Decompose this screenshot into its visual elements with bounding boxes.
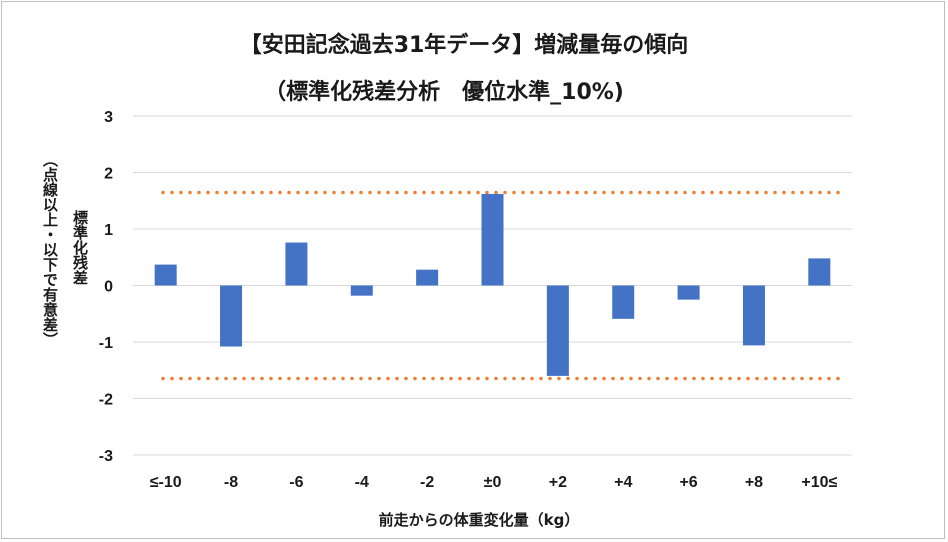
bar (677, 285, 700, 300)
bar (808, 258, 831, 286)
x-axis-title: 前走からの体重変化量（kg） (378, 511, 580, 529)
bar (154, 264, 177, 286)
y-tick-label: -3 (99, 448, 113, 465)
chart-title: 【安田記念過去31年データ】増減量毎の傾向 (239, 33, 689, 58)
x-tick-label: +6 (679, 474, 697, 491)
x-tick-label: ±0 (484, 474, 502, 491)
x-tick-label: +8 (745, 474, 763, 491)
bar (742, 285, 765, 346)
y-tick-labels: 3 2 1 0 -1 -2 -3 (99, 109, 113, 465)
significance-lines (161, 190, 849, 381)
y-axis-title-main: 標準化残差 (71, 210, 89, 285)
x-tick-label: +2 (549, 474, 567, 491)
bar (285, 242, 308, 286)
x-tick-label: -6 (289, 474, 303, 491)
x-tick-labels: ≤-10 -8 -6 -4 -2 ±0 +2 +4 +6 +8 +10≤ (150, 474, 838, 491)
bar (416, 269, 439, 286)
bar (481, 193, 504, 286)
bar (612, 285, 635, 319)
y-tick-label: -2 (99, 392, 113, 409)
x-tick-label: +10≤ (801, 474, 837, 491)
x-tick-label: ≤-10 (150, 474, 182, 491)
y-axis-title-note: （点線以上・以下で有意差） (41, 152, 59, 347)
bars (154, 193, 831, 376)
y-axis-title: 標準化残差 （点線以上・以下で有意差） (40, 140, 96, 430)
bar (546, 285, 569, 376)
x-tick-label: -8 (224, 474, 238, 491)
y-tick-label: 2 (104, 166, 113, 183)
y-tick-label: 1 (104, 222, 113, 239)
chart-subtitle: （標準化残差分析 優位水準_10%) (264, 80, 624, 105)
y-tick-label: 3 (104, 109, 113, 126)
bar (220, 285, 243, 347)
y-tick-label: 0 (104, 279, 113, 296)
x-tick-label: +4 (614, 474, 632, 491)
bar (350, 285, 373, 296)
x-tick-label: -4 (355, 474, 369, 491)
x-tick-label: -2 (420, 474, 434, 491)
y-tick-label: -1 (99, 335, 113, 352)
